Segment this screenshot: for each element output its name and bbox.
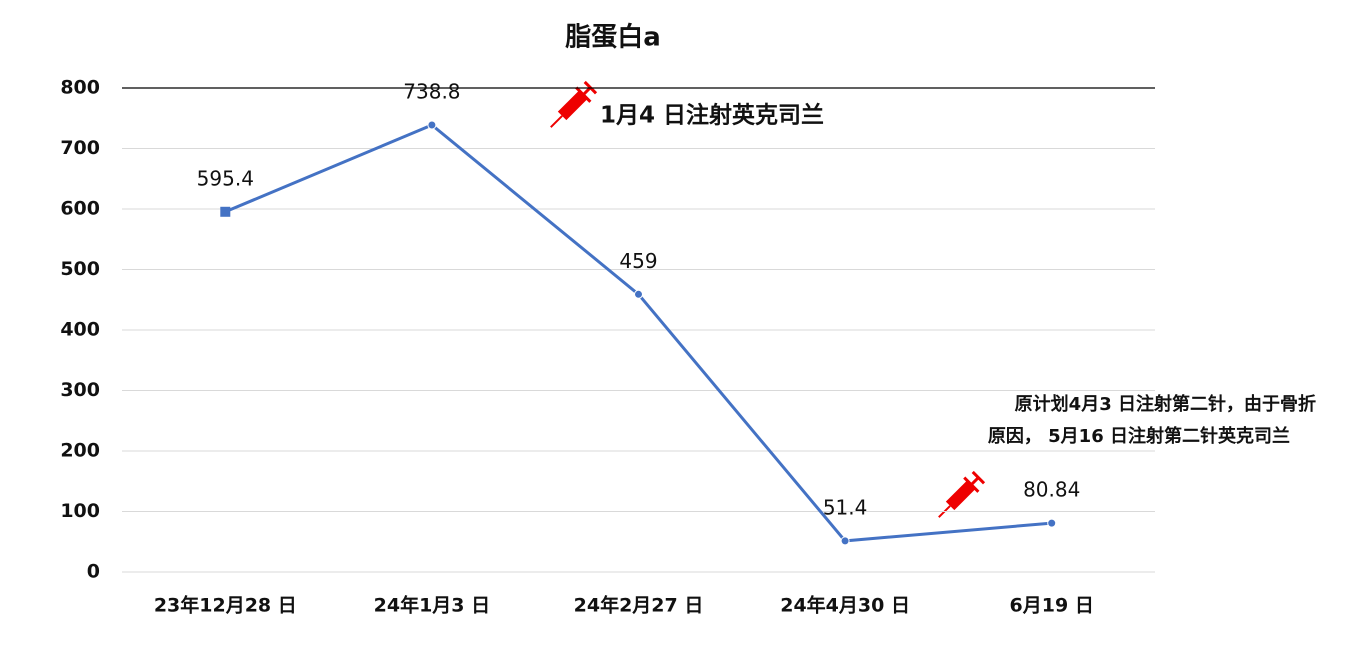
chart-title: 脂蛋白a: [565, 22, 661, 53]
y-tick-label: 300: [60, 379, 100, 401]
data-label: 459: [619, 249, 657, 273]
data-label: 595.4: [197, 166, 254, 190]
data-point: [427, 120, 437, 130]
data-point: [220, 206, 231, 217]
annotation: 原因， 5月16 日注射第二针英克司兰: [988, 425, 1290, 447]
data-point: [634, 289, 643, 299]
x-tick-label: 24年2月27 日: [574, 594, 704, 617]
y-tick-label: 100: [60, 500, 100, 522]
y-tick-label: 800: [60, 77, 100, 99]
annotation: 1月4 日注射英克司兰: [600, 102, 824, 129]
y-tick-label: 0: [87, 561, 100, 583]
x-tick-label: 24年4月30 日: [780, 594, 910, 617]
y-tick-label: 200: [60, 440, 100, 462]
y-tick-label: 400: [60, 319, 100, 341]
y-tick-label: 700: [60, 137, 100, 159]
annotation: 原计划4月3 日注射第二针，由于骨折: [1015, 393, 1316, 415]
data-label: 51.4: [823, 495, 868, 519]
data-label: 738.8: [403, 80, 460, 104]
data-line: [224, 123, 1052, 543]
x-tick-label: 23年12月28 日: [154, 594, 297, 617]
data-point: [1047, 518, 1057, 528]
syringe-icon: [938, 470, 986, 518]
data-label: 80.84: [1023, 478, 1080, 502]
data-point: [840, 536, 850, 546]
x-tick-label: 24年1月3 日: [374, 594, 491, 617]
y-tick-label: 600: [60, 198, 100, 220]
y-tick-label: 500: [60, 258, 100, 280]
x-tick-label: 6月19 日: [1010, 595, 1094, 617]
